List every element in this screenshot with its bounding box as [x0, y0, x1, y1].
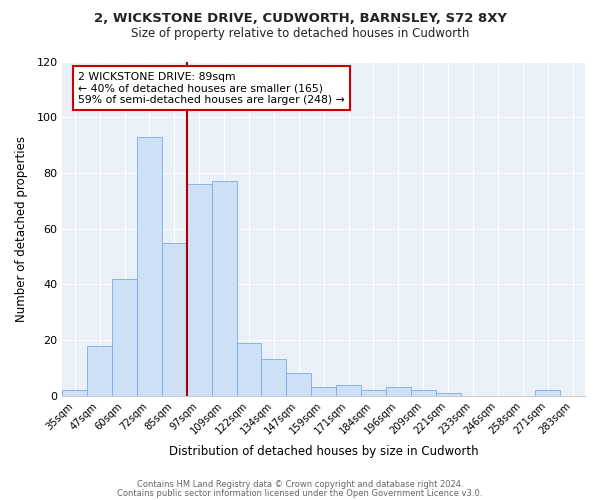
Bar	[87, 346, 112, 396]
Bar	[386, 388, 411, 396]
Bar	[62, 390, 87, 396]
Bar	[336, 384, 361, 396]
Text: 2, WICKSTONE DRIVE, CUDWORTH, BARNSLEY, S72 8XY: 2, WICKSTONE DRIVE, CUDWORTH, BARNSLEY, …	[94, 12, 506, 26]
Bar	[361, 390, 386, 396]
Bar	[236, 343, 262, 396]
Text: Contains public sector information licensed under the Open Government Licence v3: Contains public sector information licen…	[118, 488, 482, 498]
Text: Contains HM Land Registry data © Crown copyright and database right 2024.: Contains HM Land Registry data © Crown c…	[137, 480, 463, 489]
Bar	[162, 242, 187, 396]
Bar	[535, 390, 560, 396]
Text: 2 WICKSTONE DRIVE: 89sqm
← 40% of detached houses are smaller (165)
59% of semi-: 2 WICKSTONE DRIVE: 89sqm ← 40% of detach…	[78, 72, 345, 104]
Bar	[311, 388, 336, 396]
Bar	[262, 360, 286, 396]
Text: Size of property relative to detached houses in Cudworth: Size of property relative to detached ho…	[131, 28, 469, 40]
Bar	[286, 374, 311, 396]
Bar	[411, 390, 436, 396]
Bar	[187, 184, 212, 396]
Bar	[436, 393, 461, 396]
Bar	[137, 136, 162, 396]
Bar	[212, 181, 236, 396]
X-axis label: Distribution of detached houses by size in Cudworth: Distribution of detached houses by size …	[169, 444, 478, 458]
Bar	[112, 278, 137, 396]
Y-axis label: Number of detached properties: Number of detached properties	[15, 136, 28, 322]
